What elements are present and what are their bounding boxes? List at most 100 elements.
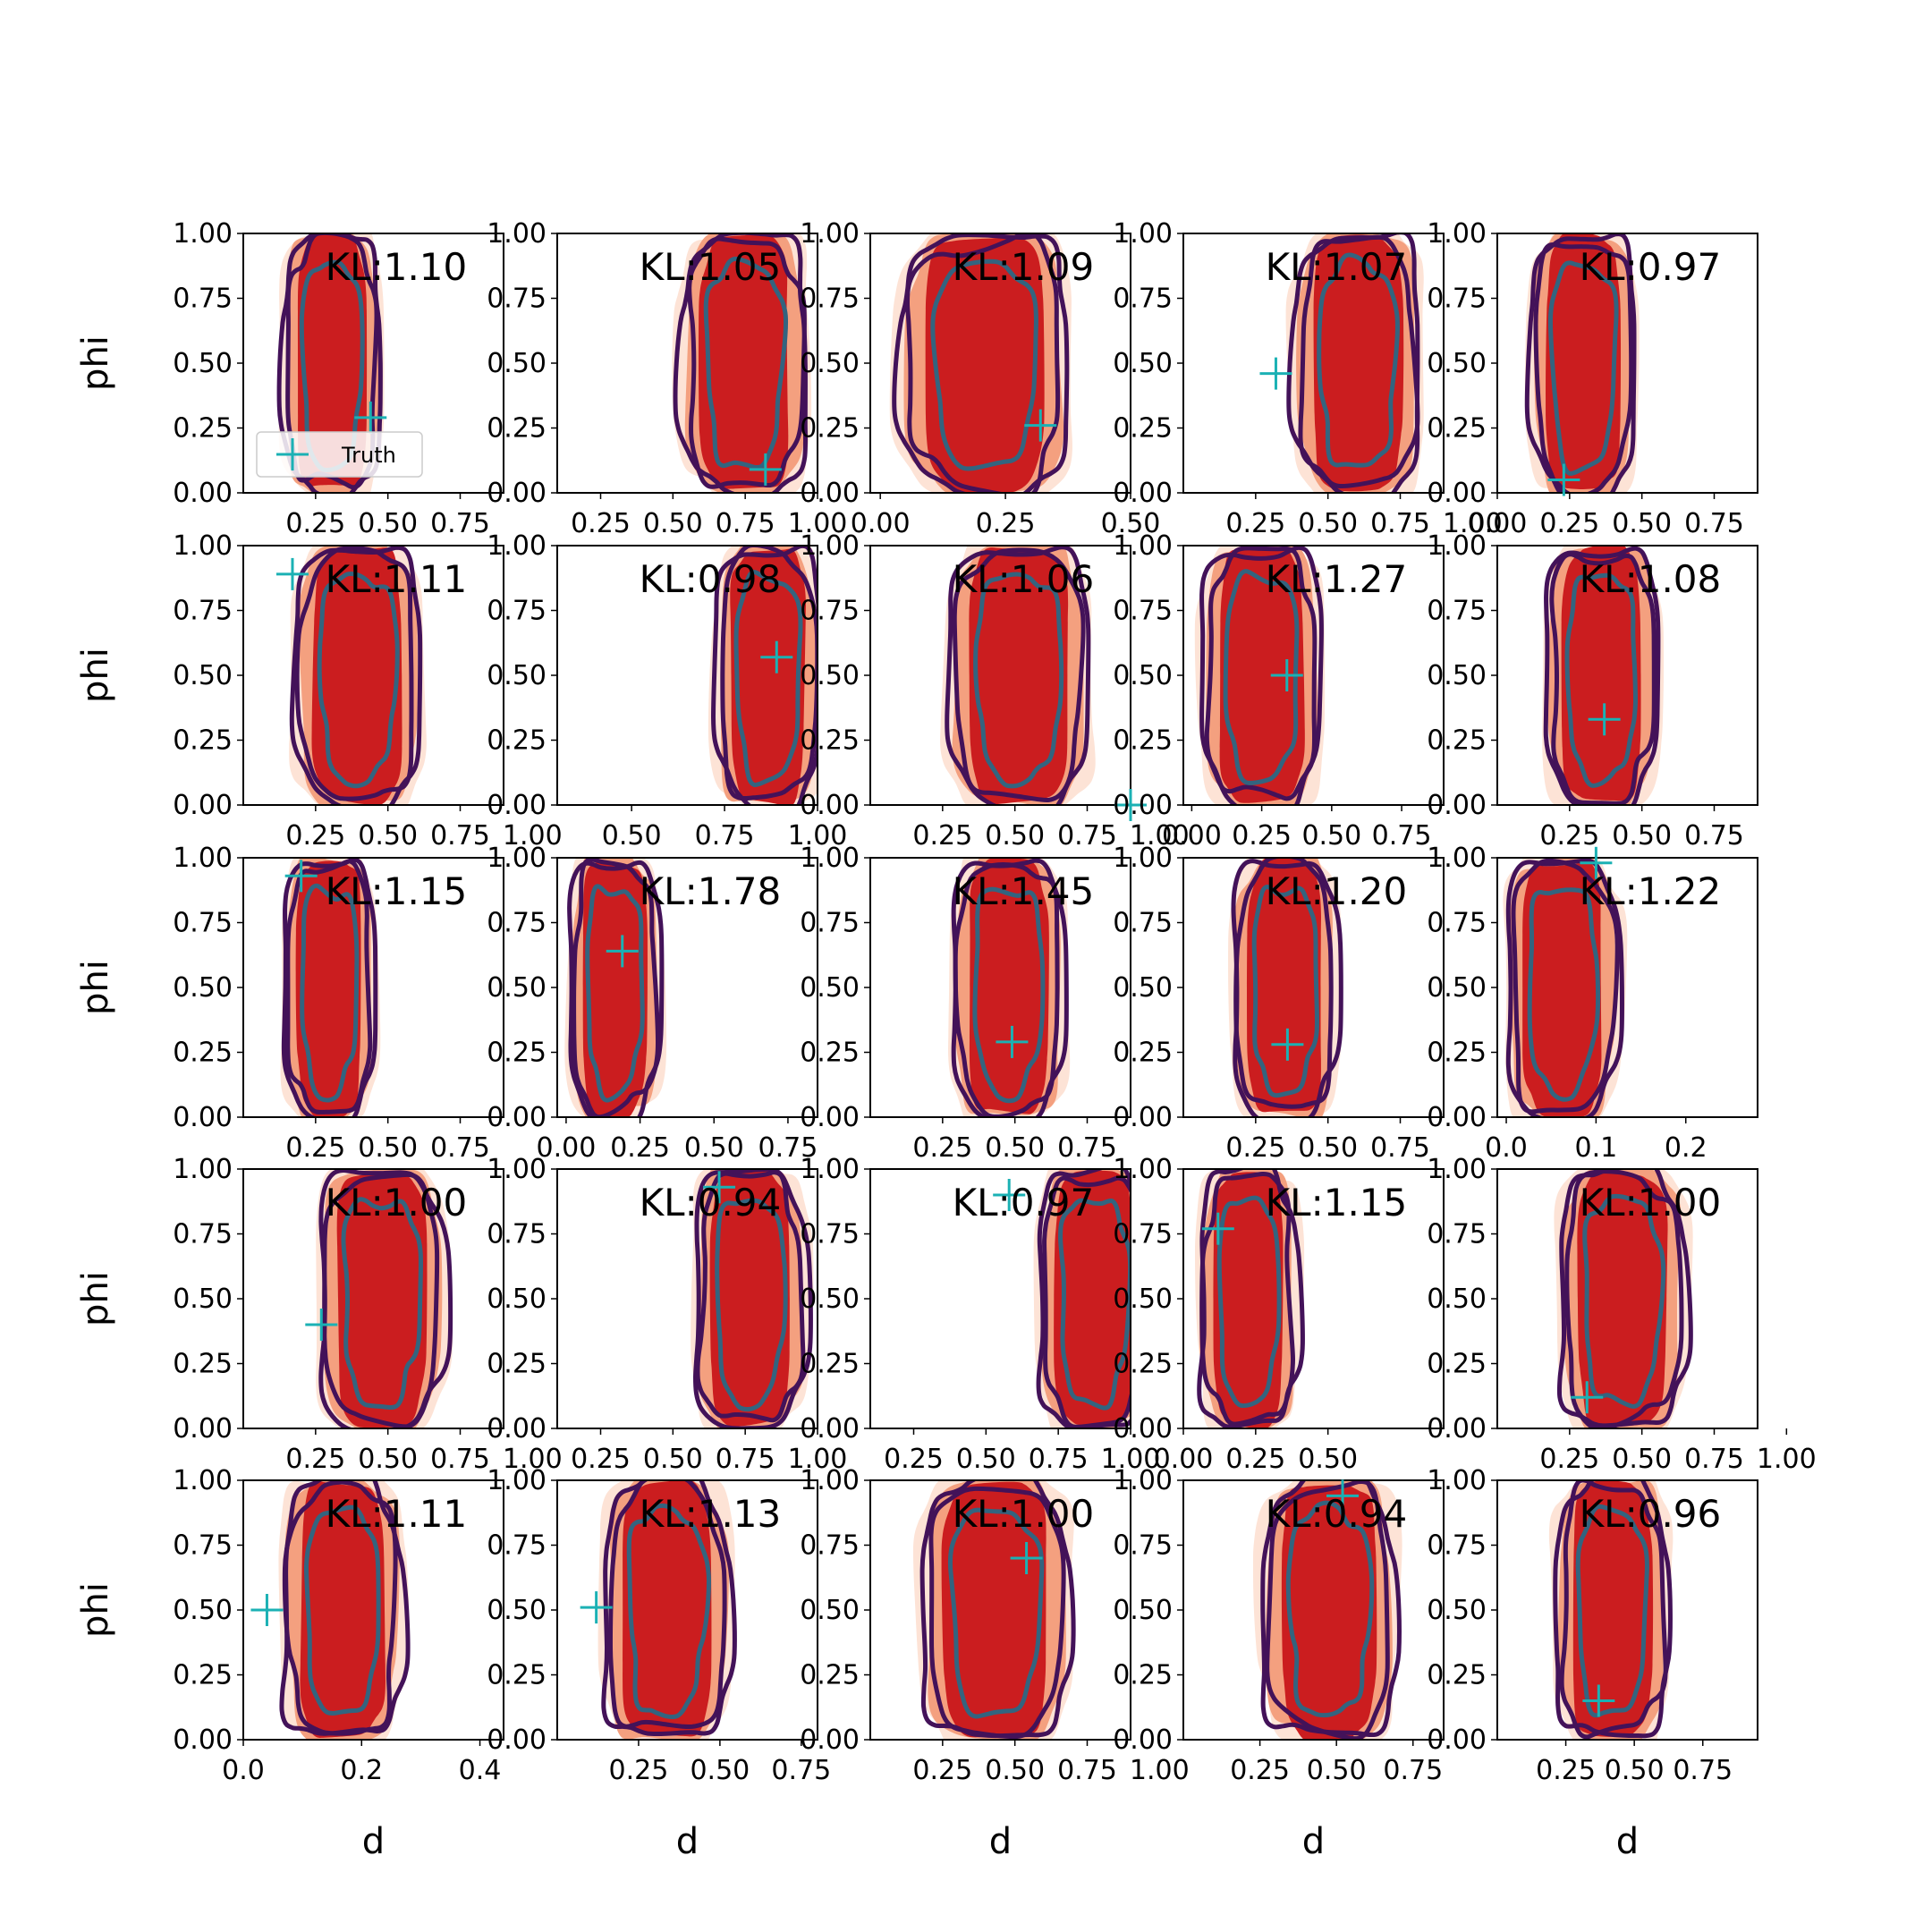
y-tick-label: 1.00: [173, 1154, 233, 1185]
truth-marker: [1114, 789, 1147, 821]
panel: 0.00 0.25 0.50 0.75 1.00 0.0 0.1 0.2 KL:1.22: [1427, 843, 1758, 1164]
contour-inner: [1575, 1504, 1649, 1718]
panel: 0.00 0.25 0.50 0.75 1.00 0.0 0.2 0.4 KL:1.11 phi d: [75, 1465, 504, 1862]
density-contours: [1554, 1169, 1693, 1428]
x-tick-label: 0.50: [956, 1444, 1016, 1475]
kl-label: KL:1.08: [1580, 557, 1722, 601]
y-tick-label: 0.25: [487, 413, 547, 445]
x-tick-label: 0.50: [1298, 1132, 1358, 1164]
x-tick-label: 1.00: [1130, 1755, 1190, 1786]
y-tick-label: 0.50: [1427, 1284, 1487, 1315]
panel: 0.00 0.25 0.50 0.75 1.00 0.25 0.50 0.75 1.00 KL:1…: [487, 218, 847, 539]
kl-label: KL:1.13: [640, 1492, 782, 1536]
x-tick-label: 0.25: [1536, 1755, 1596, 1786]
x-tick-label: 0.25: [1539, 820, 1599, 852]
y-tick-label: 0.00: [1427, 478, 1487, 509]
contour-outer: [1199, 546, 1324, 805]
x-axis-label: d: [676, 1821, 699, 1862]
x-tick-label: 0.25: [610, 1132, 670, 1164]
y-tick-label: 0.00: [800, 478, 860, 509]
y-tick-label: 0.75: [1113, 596, 1173, 627]
density-contours: [597, 1480, 737, 1740]
density-fill-inner: [1281, 1485, 1377, 1740]
y-tick-label: 0.00: [800, 790, 860, 821]
truth-marker: [1326, 1479, 1360, 1513]
y-tick-label: 0.75: [173, 596, 233, 627]
kl-label: KL:1.00: [1580, 1181, 1722, 1224]
x-axis-label: d: [1616, 1821, 1639, 1862]
contour-middle: [695, 1170, 806, 1423]
contour-middle: [1549, 552, 1657, 805]
density-contours: [1285, 233, 1424, 493]
x-tick-label: 1.00: [1443, 508, 1503, 539]
x-tick-label: 0.0: [222, 1755, 265, 1786]
y-tick-label: 0.50: [800, 1595, 860, 1626]
x-tick-label: 0.25: [285, 820, 345, 852]
kl-label: KL:1.06: [953, 557, 1095, 601]
contour-outer: [673, 233, 809, 493]
x-tick-label: 0.75: [1057, 820, 1117, 852]
x-tick-label: 0.50: [643, 1444, 703, 1475]
x-tick-label: 0.4: [459, 1755, 502, 1786]
density-contours: [564, 858, 667, 1117]
density-fill-inner: [925, 237, 1045, 493]
x-tick-label: 0.25: [884, 1444, 944, 1475]
kl-label: KL:0.94: [640, 1181, 782, 1224]
kl-label: KL:1.07: [1266, 245, 1408, 289]
x-tick-label: 0.50: [358, 820, 418, 852]
x-tick-label: 0.75: [716, 508, 775, 539]
panel: 0.00 0.25 0.50 0.75 1.00 0.25 0.50 0.75 KL:0.96 d: [1427, 1465, 1758, 1862]
x-axis-label: d: [989, 1821, 1012, 1862]
truth-marker: [1580, 846, 1613, 879]
contour-middle: [1204, 546, 1318, 801]
x-tick-label: 1.00: [788, 508, 848, 539]
y-tick-label: 0.00: [487, 1102, 547, 1133]
x-tick-label: 0.50: [1605, 1755, 1665, 1786]
contour-middle: [285, 859, 373, 1114]
y-tick-label: 0.75: [173, 1530, 233, 1562]
x-tick-label: 0.75: [1057, 1132, 1117, 1164]
kl-label: KL:0.97: [953, 1181, 1095, 1224]
truth-marker: [305, 1309, 338, 1341]
y-axis-label: phi: [75, 1582, 116, 1638]
density-contours: [1252, 1480, 1402, 1740]
y-tick-label: 0.25: [1427, 1349, 1487, 1380]
x-tick-label: 1.00: [1130, 820, 1190, 852]
y-tick-label: 1.00: [1427, 218, 1487, 250]
density-fill-inner: [1313, 234, 1404, 492]
y-tick-label: 0.75: [800, 1219, 860, 1250]
contour-outer: [1556, 1169, 1693, 1428]
kl-label: KL:1.09: [953, 245, 1095, 289]
x-axis-label: d: [362, 1821, 385, 1862]
x-tick-label: 0.50: [1612, 1444, 1672, 1475]
density-contours: [912, 1480, 1076, 1740]
y-tick-label: 0.25: [1427, 413, 1487, 445]
density-contours: [708, 546, 818, 805]
truth-marker: [1270, 659, 1303, 691]
contour-middle: [953, 862, 1060, 1117]
y-tick-label: 1.00: [487, 530, 547, 562]
y-tick-label: 0.25: [173, 413, 233, 445]
panel: 0.00 0.25 0.50 0.75 1.00 0.25 0.50 0.75 1.00 KL:1…: [1427, 1154, 1817, 1475]
x-tick-label: 1.00: [503, 1444, 563, 1475]
contour-inner: [1285, 1500, 1375, 1718]
y-tick-label: 0.25: [1113, 725, 1173, 757]
x-tick-label: 0.75: [1057, 1755, 1117, 1786]
x-tick-label: 1.00: [1757, 1444, 1817, 1475]
x-tick-label: 0.25: [912, 1132, 972, 1164]
x-tick-label: 0.2: [340, 1755, 383, 1786]
x-tick-label: 0.75: [716, 1444, 775, 1475]
density-fill-inner: [730, 548, 806, 805]
y-tick-label: 1.00: [1427, 1154, 1487, 1185]
x-tick-label: 0.75: [771, 1755, 831, 1786]
panel: 0.00 0.25 0.50 0.75 1.00 0.25 0.50 0.75 KL:1.10 p…: [75, 218, 504, 539]
contour-inner: [300, 883, 360, 1103]
y-tick-label: 0.25: [173, 1349, 233, 1380]
x-tick-label: 0.25: [912, 820, 972, 852]
y-tick-label: 0.25: [800, 1349, 860, 1380]
x-tick-label: 1.00: [503, 820, 563, 852]
y-tick-label: 0.50: [1113, 972, 1173, 1004]
contour-middle: [928, 1486, 1066, 1740]
kl-label: KL:1.05: [640, 245, 782, 289]
x-tick-label: 0.25: [285, 1444, 345, 1475]
